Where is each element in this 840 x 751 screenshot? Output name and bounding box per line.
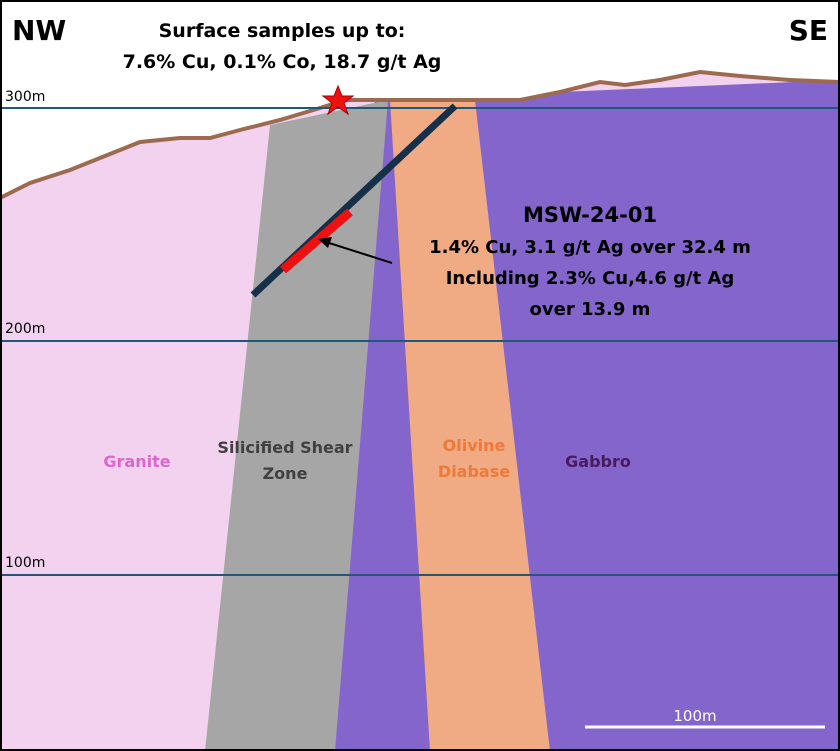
se-label: SE	[789, 14, 828, 47]
unit-label: Silicified Shear	[217, 438, 352, 457]
surface-note: 7.6% Cu, 0.1% Co, 18.7 g/t Ag	[123, 51, 442, 73]
shear-zone	[205, 100, 388, 751]
scale-label: 100m	[673, 707, 716, 725]
olivine-diabase	[390, 100, 550, 751]
elevation-label: 200m	[5, 321, 45, 337]
nw-label: NW	[12, 14, 66, 47]
unit-label: Olivine	[443, 436, 506, 455]
mineralized-interval	[280, 208, 353, 274]
arrow	[325, 241, 393, 264]
unit-label: Gabbro	[565, 452, 631, 471]
unit-label: Granite	[103, 452, 170, 471]
drillhole-result: 1.4% Cu, 3.1 g/t Ag over 32.4 m	[429, 237, 751, 258]
surface-note: Surface samples up to:	[159, 20, 406, 42]
arrow-head	[318, 237, 332, 248]
drillhole-result: Including 2.3% Cu,4.6 g/t Ag	[446, 268, 735, 289]
unit-label: Zone	[263, 464, 308, 483]
elevation-label: 100m	[5, 555, 45, 571]
drillhole-result: over 13.9 m	[530, 299, 651, 320]
elevation-label: 300m	[5, 89, 45, 105]
drillhole-name: MSW-24-01	[523, 203, 657, 227]
sample-star	[321, 84, 355, 116]
unit-label: Diabase	[438, 462, 510, 481]
